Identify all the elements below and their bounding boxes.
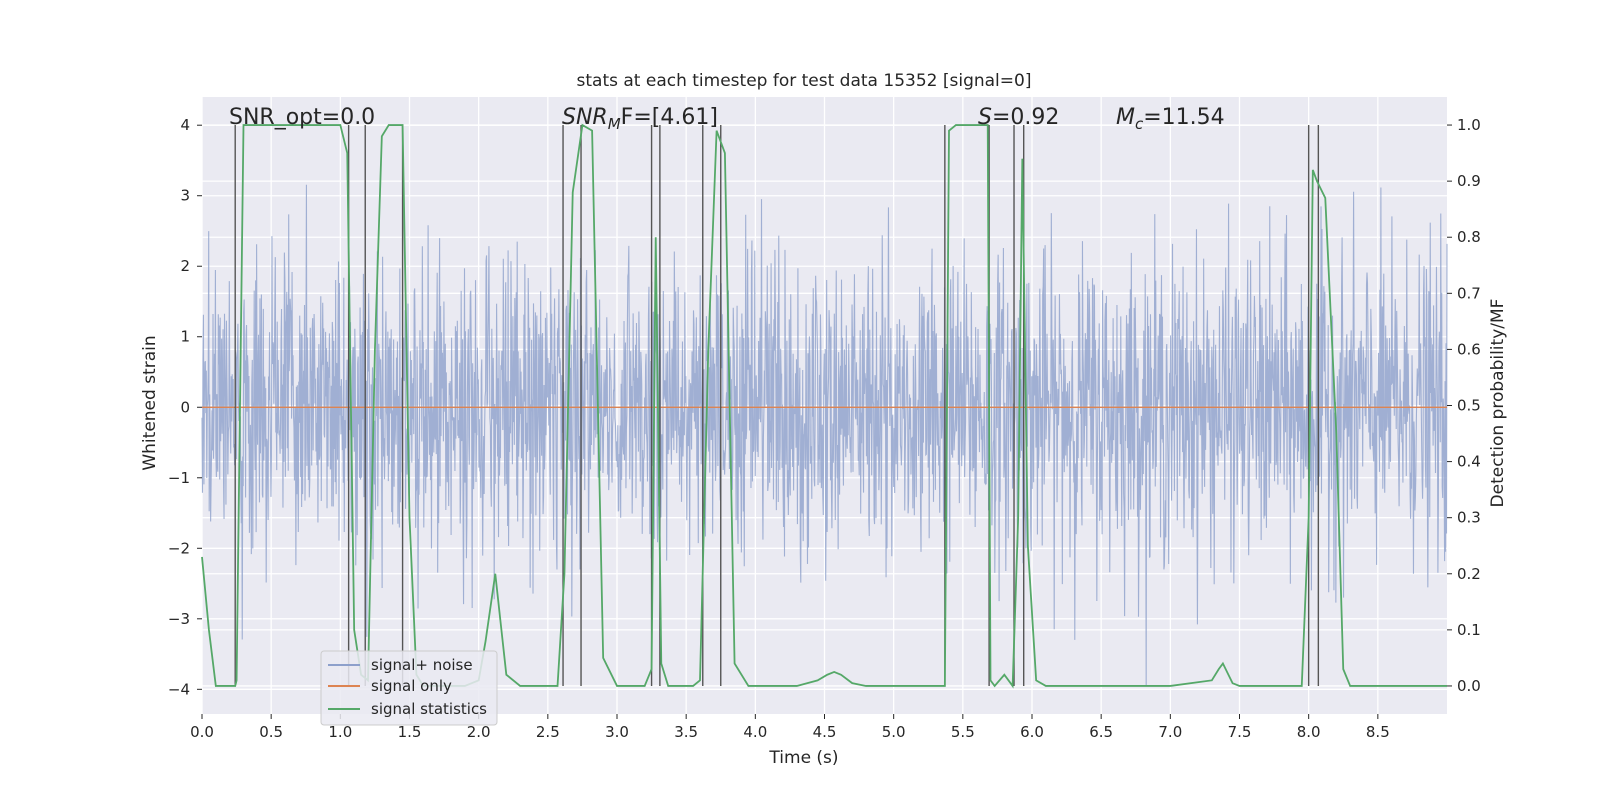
x-tick-label: 6.5	[1089, 723, 1113, 741]
annotation-mc-sub: c	[1135, 115, 1144, 133]
chart-title: stats at each timestep for test data 153…	[577, 71, 1032, 91]
annotation-snr-mf: SNRMF=[4.61]	[562, 105, 718, 133]
annotation-mc: Mc=11.54	[1116, 105, 1225, 133]
annotation-snr-mf-rest: F=[4.61]	[621, 105, 718, 130]
y-tick-label: −4	[168, 680, 190, 698]
y-right-tick-label: 0.4	[1457, 453, 1481, 471]
y-right-tick-label: 0.7	[1457, 284, 1481, 302]
x-tick-label: 7.5	[1228, 723, 1252, 741]
x-tick-label: 7.0	[1158, 723, 1182, 741]
y-tick-label: 1	[180, 328, 190, 346]
y-right-tick-label: 0.3	[1457, 509, 1481, 527]
y-right-tick-label: 0.1	[1457, 621, 1481, 639]
annotation-snr-mf-main: SNR	[562, 105, 608, 130]
annotations: SNR_opt=0.0 SNRMF=[4.61] S=0.92 Mc=11.54	[229, 105, 1225, 133]
annotation-s-main: S	[978, 105, 992, 130]
x-tick-label: 0.5	[259, 723, 283, 741]
y-tick-label: 0	[180, 398, 190, 416]
y-right-tick-label: 0.2	[1457, 565, 1481, 583]
statistics-line	[201, 123, 1447, 689]
x-tick-label: 1.0	[328, 723, 352, 741]
y-right-tick-label: 0.9	[1457, 172, 1481, 190]
y-right-tick-label: 0.8	[1457, 228, 1481, 246]
annotation-snr-opt: SNR_opt=0.0	[229, 105, 375, 130]
legend-label-statistics: signal statistics	[371, 700, 487, 718]
y-tick-label: −1	[168, 469, 190, 487]
annotation-s: S=0.92	[978, 105, 1059, 130]
y-right-tick-label: 1.0	[1457, 116, 1481, 134]
x-tick-label: 2.0	[467, 723, 491, 741]
y-tick-label: 2	[180, 257, 190, 275]
y-tick-label: 3	[180, 187, 190, 205]
y-tick-label: 4	[180, 116, 190, 134]
x-tick-label: 4.0	[743, 723, 767, 741]
legend-label-signal-only: signal only	[371, 677, 452, 695]
y-axis-title: Whitened strain	[140, 335, 160, 470]
y-tick-label: −3	[168, 610, 190, 628]
y-right-tick-label: 0.6	[1457, 340, 1481, 358]
x-tick-label: 5.5	[951, 723, 975, 741]
x-tick-label: 5.0	[882, 723, 906, 741]
x-tick-label: 8.0	[1297, 723, 1321, 741]
annotation-snr-mf-sub: M	[608, 115, 621, 133]
annotation-s-rest: =0.92	[992, 105, 1059, 130]
axes: 0.0 0.5 1.0 1.5 2.0 2.5 3.0 3.5 4.0 4.5 5.0 5.5 6.0 6…	[168, 116, 1481, 741]
x-tick-label: 2.5	[536, 723, 560, 741]
x-tick-label: 4.5	[813, 723, 837, 741]
signal-statistics-series	[201, 123, 1447, 689]
x-tick-label: 6.0	[1020, 723, 1044, 741]
x-axis-title: Time (s)	[768, 748, 838, 768]
grid-lines	[201, 97, 1447, 714]
x-tick-label: 8.5	[1366, 723, 1390, 741]
legend: signal+ noise signal only signal statist…	[320, 650, 498, 726]
annotation-mc-main: M	[1116, 105, 1135, 130]
y-right-tick-label: 0.5	[1457, 397, 1481, 415]
annotation-mc-rest: =11.54	[1143, 105, 1224, 130]
x-tick-label: 3.5	[674, 723, 698, 741]
y-tick-label: −2	[168, 539, 190, 557]
y-right-tick-label: 0.0	[1457, 677, 1481, 695]
x-tick-label: 3.0	[605, 723, 629, 741]
legend-box	[320, 650, 498, 726]
x-tick-label: 0.0	[190, 723, 214, 741]
x-tick-label: 1.5	[398, 723, 422, 741]
legend-label-noise: signal+ noise	[371, 656, 473, 674]
y-right-axis-title: Detection probability/MF	[1488, 299, 1508, 508]
